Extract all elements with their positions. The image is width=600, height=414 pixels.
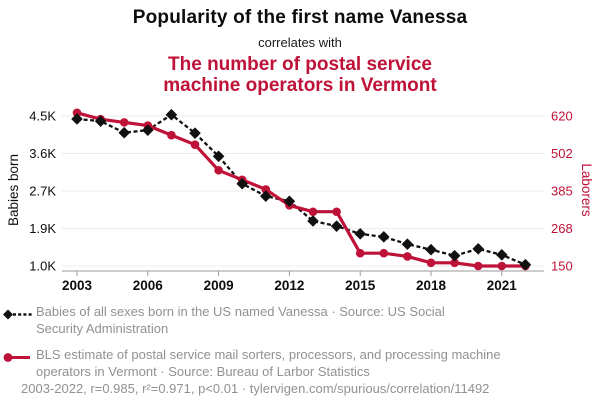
svg-text:4.5K: 4.5K — [29, 109, 56, 124]
legend-item-postal: BLS estimate of postal service mail sort… — [2, 347, 594, 381]
black-diamond-dashed-line-icon — [3, 309, 32, 320]
svg-text:2003: 2003 — [62, 278, 93, 293]
svg-text:385: 385 — [551, 184, 573, 199]
correlates-with-text: correlates with — [258, 35, 342, 50]
footer-stats: 2003-2022, r=0.985, r²=0.971, p<0.01 · t… — [21, 381, 490, 396]
legend-item-vanessa: Babies of all sexes born in the US named… — [2, 304, 594, 338]
svg-text:2009: 2009 — [204, 278, 234, 293]
svg-text:2015: 2015 — [345, 278, 376, 293]
red-circle-solid-line-icon — [3, 352, 30, 362]
line-chart: 4.5K 3.6K 2.7K 1.9K 1.0K 620 502 385 268 150 2003 2… — [29, 109, 573, 294]
header: Popularity of the first name Vanessa cor… — [0, 7, 600, 97]
svg-text:2021: 2021 — [487, 278, 518, 293]
svg-text:2.7K: 2.7K — [29, 184, 56, 199]
svg-text:2018: 2018 — [416, 278, 447, 293]
svg-text:620: 620 — [551, 109, 573, 124]
svg-text:268: 268 — [551, 221, 573, 236]
svg-text:150: 150 — [551, 259, 573, 274]
svg-text:3.6K: 3.6K — [29, 146, 56, 161]
svg-text:1.0K: 1.0K — [29, 259, 56, 274]
page-subtitle: The number of postal service machine ope… — [163, 54, 437, 97]
svg-text:2012: 2012 — [274, 278, 304, 293]
legend: Babies of all sexes born in the US named… — [2, 304, 594, 390]
svg-text:1.9K: 1.9K — [29, 221, 56, 236]
legend-label-postal: BLS estimate of postal service mail sort… — [36, 346, 501, 379]
svg-text:502: 502 — [551, 146, 573, 161]
legend-label-vanessa: Babies of all sexes born in the US named… — [36, 304, 445, 336]
page-title: Popularity of the first name Vanessa — [132, 7, 468, 28]
svg-text:2006: 2006 — [133, 278, 164, 293]
